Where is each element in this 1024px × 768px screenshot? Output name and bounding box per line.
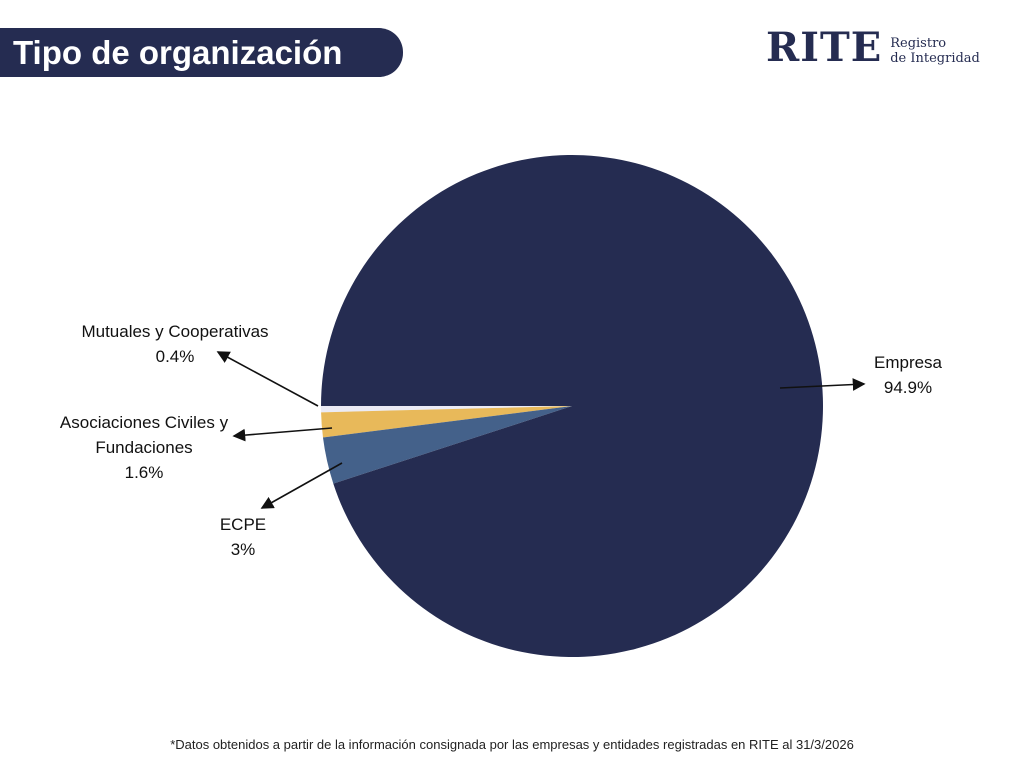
label-asociaciones: Asociaciones Civiles y Fundaciones 1.6% [44, 410, 244, 485]
pie-slice-empresa [321, 155, 823, 657]
label-name: Mutuales y Cooperativas [81, 322, 269, 341]
arrow-mutuales [216, 351, 319, 407]
label-value: 0.4% [155, 347, 195, 366]
label-name: Empresa [873, 353, 943, 372]
label-empresa: Empresa 94.9% [858, 350, 958, 400]
arrow-asociaciones [232, 427, 333, 442]
logo-sub2: de Integridad [890, 51, 980, 66]
arrow-ecpe [260, 462, 343, 509]
pie-slice-ecpe [322, 406, 572, 484]
pie-slice-asociaciones-civiles-y-fundaciones [321, 406, 572, 438]
label-ecpe: ECPE 3% [193, 512, 293, 562]
pie-slice-mutuales-y-cooperativas [321, 406, 572, 413]
label-name: ECPE [219, 515, 267, 534]
label-value: 3% [230, 540, 256, 559]
arrow-empresa [779, 378, 866, 391]
label-value: 1.6% [124, 463, 164, 482]
logo-main: RITE [766, 24, 883, 71]
logo-sub1: Registro [890, 36, 947, 51]
page-title: Tipo de organización [0, 28, 403, 77]
label-name: Asociaciones Civiles y Fundaciones [59, 413, 229, 457]
logo-subtitle: Registro de Integridad [890, 36, 980, 66]
label-mutuales: Mutuales y Cooperativas 0.4% [60, 319, 290, 369]
rite-logo: RITE Registro de Integridad [766, 26, 980, 70]
label-value: 94.9% [883, 378, 933, 397]
footnote: *Datos obtenidos a partir de la informac… [170, 737, 854, 752]
